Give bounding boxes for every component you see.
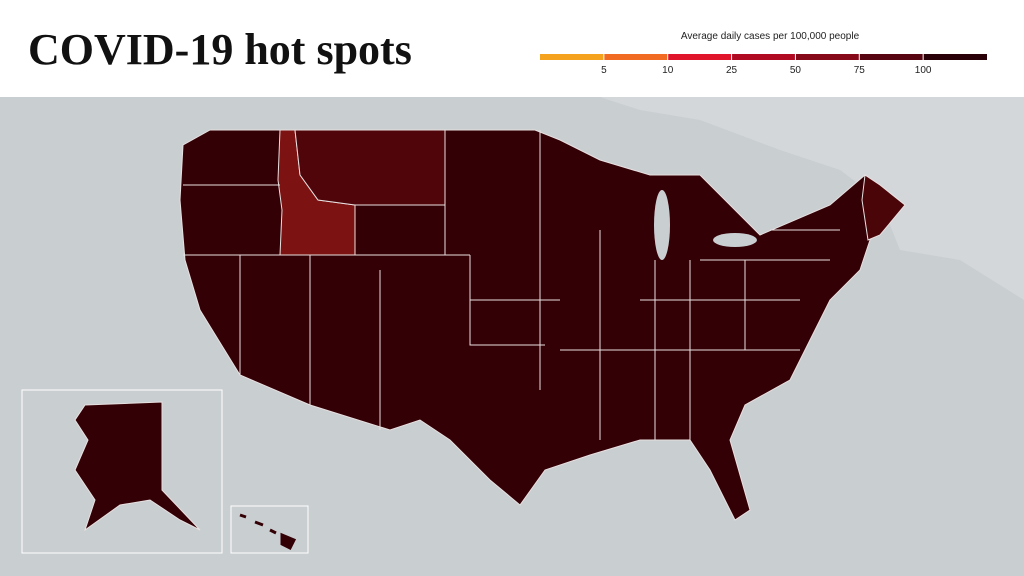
header-bg (0, 0, 1024, 97)
legend-tick-label: 5 (601, 65, 607, 76)
lake-erie (713, 233, 757, 247)
legend-swatch (603, 54, 668, 60)
legend-swatch (667, 54, 732, 60)
hawaii-inset (230, 505, 309, 554)
legend-swatch (795, 54, 860, 60)
legend-swatch (540, 54, 604, 60)
lower-48 (179, 129, 906, 521)
legend-swatch (731, 54, 796, 60)
legend-tick-label: 100 (915, 65, 932, 76)
alaska (74, 401, 201, 532)
legend-tick-label: 25 (726, 65, 738, 76)
legend-tick-label: 75 (854, 65, 866, 76)
map (0, 97, 1024, 576)
legend-title: Average daily cases per 100,000 people (681, 31, 860, 42)
montana (294, 129, 446, 206)
page-title: COVID-19 hot spots (28, 25, 412, 74)
maine (861, 174, 906, 241)
legend: 5 10 25 50 75 100 (540, 54, 987, 76)
canada (600, 97, 1024, 300)
legend-swatch (859, 54, 924, 60)
legend-swatch (923, 54, 987, 60)
lake-michigan (654, 190, 670, 260)
legend-tick-label: 10 (662, 65, 674, 76)
legend-tick-label: 50 (790, 65, 802, 76)
state-lines (183, 130, 840, 440)
hawaii (239, 513, 297, 551)
